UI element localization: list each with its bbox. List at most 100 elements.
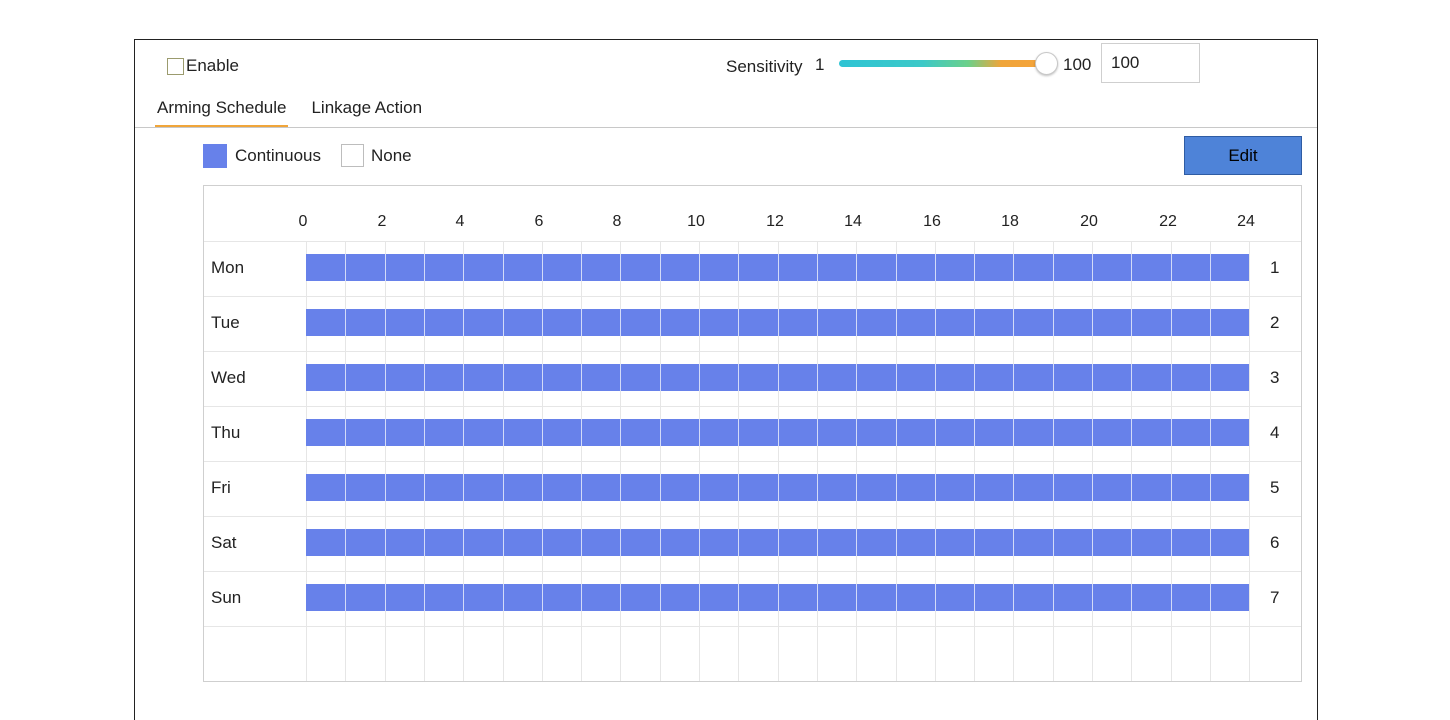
bar-hour-divider: [463, 309, 464, 336]
bar-hour-divider: [935, 309, 936, 336]
bar-hour-divider: [1171, 254, 1172, 281]
schedule-bar-thu[interactable]: [306, 419, 1249, 446]
bar-hour-divider: [345, 254, 346, 281]
bar-hour-divider: [1210, 474, 1211, 501]
bar-hour-divider: [974, 254, 975, 281]
grid-hour-line: [345, 241, 346, 681]
sensitivity-slider-thumb[interactable]: [1035, 52, 1058, 75]
bar-hour-divider: [817, 474, 818, 501]
bar-hour-divider: [1131, 364, 1132, 391]
sensitivity-slider-track[interactable]: [839, 60, 1047, 67]
schedule-bar-fri[interactable]: [306, 474, 1249, 501]
continuous-swatch[interactable]: [203, 144, 227, 168]
hour-label: 24: [1237, 213, 1255, 230]
bar-hour-divider: [1131, 309, 1132, 336]
bar-hour-divider: [581, 254, 582, 281]
bar-hour-divider: [345, 529, 346, 556]
bar-hour-divider: [1131, 584, 1132, 611]
day-row-number: 3: [1270, 368, 1280, 387]
bar-hour-divider: [778, 584, 779, 611]
bar-hour-divider: [1053, 529, 1054, 556]
tab-linkage-action[interactable]: Linkage Action: [311, 98, 423, 117]
bar-hour-divider: [738, 474, 739, 501]
bar-hour-divider: [738, 584, 739, 611]
hour-label: 4: [455, 213, 465, 230]
bar-hour-divider: [345, 419, 346, 446]
bar-hour-divider: [542, 364, 543, 391]
hour-label: 16: [923, 213, 941, 230]
tab-bar: Arming Schedule Linkage Action: [155, 98, 424, 128]
bar-hour-divider: [463, 254, 464, 281]
schedule-bar-sat[interactable]: [306, 529, 1249, 556]
bar-hour-divider: [974, 584, 975, 611]
bar-hour-divider: [817, 309, 818, 336]
legend-continuous[interactable]: Continuous: [203, 144, 321, 168]
day-label-sun: Sun: [211, 588, 242, 607]
bar-hour-divider: [581, 529, 582, 556]
hour-label: 2: [377, 213, 387, 230]
bar-hour-divider: [620, 309, 621, 336]
bar-hour-divider: [1171, 584, 1172, 611]
enable-checkbox-box[interactable]: [167, 57, 184, 75]
bar-hour-divider: [778, 419, 779, 446]
grid-hour-line: [1053, 241, 1054, 681]
bar-hour-divider: [620, 254, 621, 281]
bar-hour-divider: [1210, 419, 1211, 446]
bar-hour-divider: [699, 254, 700, 281]
schedule-bar-wed[interactable]: [306, 364, 1249, 391]
grid-row-line: [204, 296, 1301, 297]
bar-hour-divider: [385, 364, 386, 391]
bar-hour-divider: [542, 529, 543, 556]
schedule-bar-mon[interactable]: [306, 254, 1249, 281]
grid-row-line: [204, 241, 1301, 242]
bar-hour-divider: [856, 254, 857, 281]
bar-hour-divider: [503, 309, 504, 336]
bar-hour-divider: [1131, 419, 1132, 446]
bar-hour-divider: [1092, 364, 1093, 391]
bar-hour-divider: [974, 364, 975, 391]
bar-hour-divider: [778, 529, 779, 556]
bar-hour-divider: [463, 364, 464, 391]
grid-hour-line: [1249, 241, 1250, 681]
edit-button[interactable]: Edit: [1184, 136, 1302, 175]
grid-hour-line: [385, 241, 386, 681]
bar-hour-divider: [1013, 309, 1014, 336]
bar-hour-divider: [660, 254, 661, 281]
bar-hour-divider: [974, 309, 975, 336]
bar-hour-divider: [817, 419, 818, 446]
bar-hour-divider: [1053, 419, 1054, 446]
bar-hour-divider: [699, 419, 700, 446]
bar-hour-divider: [542, 254, 543, 281]
bar-hour-divider: [542, 474, 543, 501]
legend-none[interactable]: None: [341, 144, 412, 167]
sensitivity-value-input[interactable]: [1101, 43, 1200, 83]
bar-hour-divider: [817, 584, 818, 611]
none-swatch[interactable]: [341, 144, 364, 167]
bar-hour-divider: [896, 364, 897, 391]
bar-hour-divider: [1131, 529, 1132, 556]
hour-label: 20: [1080, 213, 1098, 230]
bar-hour-divider: [935, 529, 936, 556]
day-row-number: 1: [1270, 258, 1280, 277]
day-row-number: 7: [1270, 588, 1280, 607]
bar-hour-divider: [660, 474, 661, 501]
bar-hour-divider: [1053, 254, 1054, 281]
grid-hour-line: [306, 241, 307, 681]
grid-hour-line: [856, 241, 857, 681]
grid-hour-line: [542, 241, 543, 681]
tab-divider: [135, 127, 1317, 128]
schedule-bar-sun[interactable]: [306, 584, 1249, 611]
grid-row-line: [204, 461, 1301, 462]
bar-hour-divider: [778, 364, 779, 391]
enable-checkbox[interactable]: Enable: [167, 56, 239, 76]
bar-hour-divider: [660, 419, 661, 446]
bar-hour-divider: [1092, 474, 1093, 501]
bar-hour-divider: [699, 529, 700, 556]
bar-hour-divider: [699, 474, 700, 501]
tab-arming-schedule[interactable]: Arming Schedule: [155, 98, 289, 128]
bar-hour-divider: [1131, 254, 1132, 281]
day-label-wed: Wed: [211, 368, 246, 387]
schedule-bar-tue[interactable]: [306, 309, 1249, 336]
enable-label: Enable: [186, 56, 239, 75]
schedule-grid: 0 2 4 6 8 10 12 14 16 18 20 22 24 Mon 1 Tue 2 Wed 3 Thu 4 Fri…: [203, 185, 1302, 682]
